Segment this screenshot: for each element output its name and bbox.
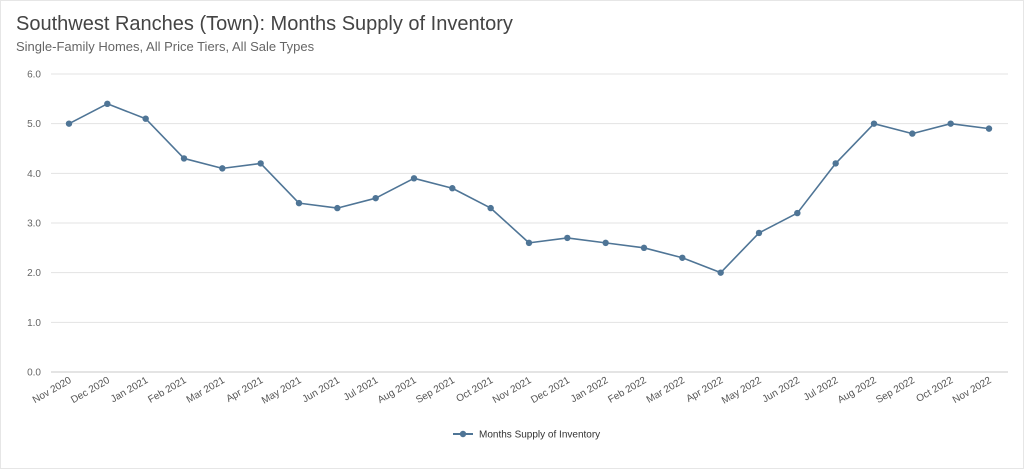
- y-tick-label: 4.0: [27, 169, 41, 180]
- y-tick-label: 3.0: [27, 219, 41, 230]
- x-tick-label: Jun 2022: [761, 375, 803, 405]
- grid-lines: [51, 73, 1008, 373]
- data-point[interactable]: [564, 234, 571, 242]
- x-tick-label: Jan 2022: [569, 375, 611, 405]
- data-point[interactable]: [219, 165, 226, 172]
- data-point[interactable]: [525, 239, 533, 247]
- x-tick-label: Jan 2021: [109, 375, 151, 405]
- data-point[interactable]: [640, 244, 648, 252]
- x-tick-label: Aug 2021: [376, 375, 419, 406]
- x-tick-label: Jul 2021: [342, 375, 381, 404]
- data-point[interactable]: [947, 120, 954, 127]
- x-tick-label: Dec 2020: [69, 375, 112, 406]
- series-line: [68, 103, 990, 274]
- chart-subtitle: Single-Family Homes, All Price Tiers, Al…: [16, 39, 315, 54]
- data-point[interactable]: [487, 204, 494, 212]
- data-point[interactable]: [410, 175, 418, 182]
- data-point[interactable]: [65, 120, 73, 127]
- data-point[interactable]: [870, 120, 878, 127]
- data-point[interactable]: [180, 155, 188, 162]
- legend-label: Months Supply of Inventory: [479, 430, 600, 441]
- x-tick-label: Aug 2022: [836, 375, 879, 406]
- chart-title: Southwest Ranches (Town): Months Supply …: [16, 13, 513, 35]
- x-tick-label: Mar 2021: [185, 375, 227, 406]
- y-axis-ticks: 0.0 1.0 2.0 3.0 4.0 5.0 6.0: [27, 70, 41, 379]
- y-tick-label: 5.0: [27, 119, 41, 130]
- data-point[interactable]: [909, 130, 916, 137]
- y-tick-label: 6.0: [27, 70, 41, 81]
- legend-marker: [459, 430, 467, 438]
- y-tick-label: 2.0: [27, 268, 41, 279]
- x-tick-label: Mar 2022: [645, 375, 687, 406]
- x-tick-label: Nov 2022: [951, 375, 994, 406]
- data-point[interactable]: [755, 229, 763, 237]
- x-tick-label: May 2021: [260, 375, 304, 407]
- data-point[interactable]: [985, 125, 993, 132]
- data-point[interactable]: [372, 194, 379, 202]
- data-point[interactable]: [717, 269, 724, 276]
- y-tick-label: 1.0: [27, 318, 41, 329]
- x-tick-label: Sep 2022: [874, 375, 917, 406]
- data-point[interactable]: [794, 209, 801, 217]
- x-tick-label: May 2022: [720, 375, 764, 407]
- series-layer: [65, 100, 993, 276]
- legend[interactable]: Months Supply of Inventory: [453, 430, 600, 441]
- data-point[interactable]: [334, 204, 341, 212]
- data-point[interactable]: [142, 115, 149, 122]
- data-point[interactable]: [257, 160, 264, 167]
- x-tick-label: Apr 2021: [225, 375, 266, 405]
- x-tick-label: Nov 2021: [491, 375, 534, 406]
- data-point[interactable]: [295, 199, 303, 207]
- x-tick-label: Jul 2022: [802, 375, 841, 404]
- x-tick-label: Oct 2022: [915, 375, 956, 405]
- y-tick-label: 0.0: [27, 368, 41, 379]
- x-tick-label: Dec 2021: [529, 375, 572, 406]
- x-tick-label: Nov 2020: [31, 375, 74, 406]
- data-point[interactable]: [104, 100, 111, 108]
- data-point[interactable]: [832, 160, 839, 167]
- x-tick-label: Jun 2021: [301, 375, 343, 405]
- data-point[interactable]: [679, 254, 686, 261]
- x-tick-label: Feb 2022: [606, 375, 648, 406]
- x-tick-label: Feb 2021: [146, 375, 188, 406]
- data-point[interactable]: [602, 239, 609, 247]
- x-tick-label: Oct 2021: [455, 375, 496, 405]
- x-tick-label: Apr 2022: [685, 375, 726, 405]
- x-tick-label: Sep 2021: [414, 375, 457, 406]
- data-point[interactable]: [449, 185, 456, 192]
